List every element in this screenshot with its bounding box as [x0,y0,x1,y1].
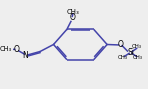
Text: O: O [13,45,19,54]
Text: CH₃: CH₃ [132,44,142,49]
Text: CH₃: CH₃ [133,55,143,60]
Text: N: N [22,51,28,60]
Text: O: O [118,40,124,49]
Text: Si: Si [127,48,134,57]
Text: O: O [69,13,75,22]
Text: CH₃: CH₃ [0,46,12,52]
Text: CH₃: CH₃ [118,55,128,60]
Text: CH₃: CH₃ [67,9,79,15]
